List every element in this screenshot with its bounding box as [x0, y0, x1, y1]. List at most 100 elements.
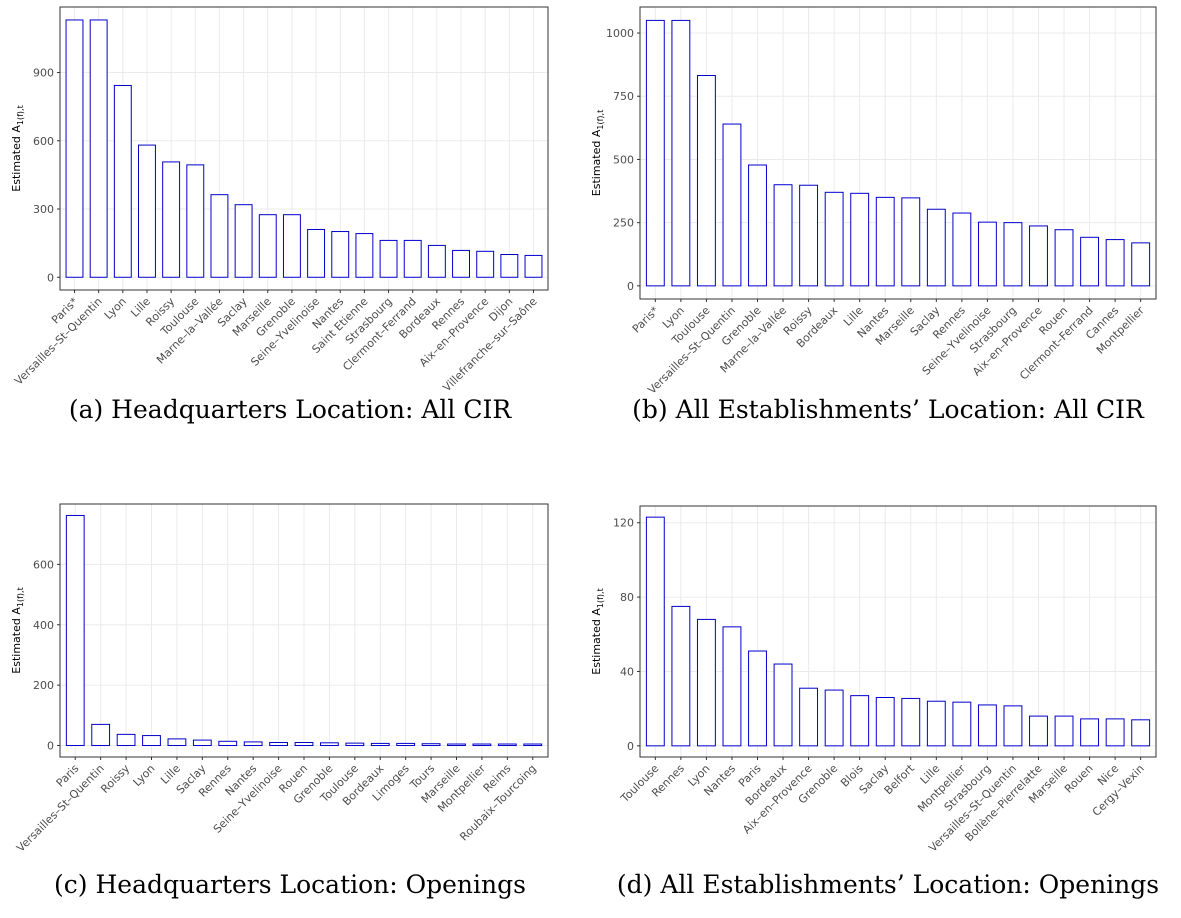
bar: [269, 742, 288, 747]
bar: [850, 192, 870, 287]
y-tick-label: 120: [613, 517, 634, 530]
bar: [1029, 225, 1048, 287]
plot-panel: [640, 506, 1156, 757]
plot-panel: [60, 7, 548, 290]
caption: (b) All Establishments’ Location: All CI…: [632, 395, 1145, 424]
bar: [355, 233, 374, 278]
bar: [243, 741, 263, 747]
y-axis-label-main: Estimated A: [10, 607, 23, 674]
bar: [192, 739, 212, 747]
bar: [824, 191, 844, 287]
y-axis-label-main: Estimated A: [590, 129, 603, 196]
bar: [234, 204, 253, 278]
bar: [447, 743, 466, 747]
bar: [113, 84, 132, 278]
bar: [1080, 236, 1100, 287]
y-tick-label: 0: [627, 740, 634, 753]
y-tick-label: 0: [47, 271, 54, 284]
bar: [282, 214, 301, 278]
bar: [89, 19, 108, 278]
bar: [258, 214, 277, 278]
y-tick-label: 300: [33, 203, 54, 216]
bar: [307, 228, 326, 278]
plot-border: [59, 503, 549, 758]
bar: [523, 743, 543, 747]
x-tick-label: Roissy: [98, 762, 132, 796]
bar: [645, 516, 665, 747]
bar: [524, 254, 543, 278]
bar: [926, 208, 946, 287]
bar: [162, 161, 181, 278]
bar: [370, 742, 390, 747]
bar: [696, 618, 716, 747]
y-axis-label: Estimated A1(f),t: [10, 105, 25, 191]
bar: [748, 164, 767, 287]
bar: [210, 194, 229, 278]
y-tick-label: 500: [613, 153, 634, 166]
bar: [671, 19, 691, 287]
y-axis-label: Estimated A1(f),t: [10, 587, 25, 673]
y-tick-label: 0: [627, 280, 634, 293]
bar: [294, 742, 314, 747]
caption: (c) Headquarters Location: Openings: [54, 870, 526, 899]
bar: [476, 250, 495, 278]
x-tick-label: Lyon: [102, 295, 129, 322]
bar: [926, 700, 946, 747]
y-tick-label: 400: [33, 619, 54, 632]
y-tick-label: 250: [613, 217, 634, 230]
bar: [1003, 705, 1023, 747]
plot-border: [639, 505, 1157, 758]
bar: [421, 743, 441, 747]
bar: [403, 239, 422, 278]
y-axis-label-sub: 1(f),t: [596, 110, 605, 130]
bar: [773, 184, 793, 287]
y-axis-label-sub: 1(f),t: [596, 588, 605, 608]
bar: [1054, 229, 1074, 287]
bar: [875, 697, 895, 747]
bar: [142, 735, 161, 747]
bar: [850, 695, 870, 747]
y-axis-label-main: Estimated A: [10, 125, 23, 192]
bar: [500, 254, 519, 278]
y-axis-label-sub: 1(f),t: [16, 587, 25, 607]
bar: [901, 697, 921, 747]
bar: [875, 196, 895, 287]
y-tick-label: 1000: [606, 27, 634, 40]
plot-border: [59, 6, 549, 291]
bar: [1003, 222, 1023, 287]
bar: [116, 733, 136, 747]
bar: [345, 742, 365, 747]
bar: [65, 514, 85, 747]
bar: [331, 231, 350, 278]
y-axis-label-main: Estimated A: [590, 608, 603, 675]
bar: [977, 704, 997, 747]
y-tick-label: 900: [33, 67, 54, 80]
bar: [1080, 718, 1100, 747]
y-tick-label: 600: [33, 135, 54, 148]
bar: [671, 605, 691, 747]
bar: [952, 701, 972, 747]
bar: [773, 663, 793, 747]
bar: [320, 742, 339, 747]
bar: [452, 249, 470, 278]
bar: [722, 123, 742, 287]
y-tick-label: 750: [613, 90, 634, 103]
bar: [218, 740, 238, 747]
y-tick-label: 600: [33, 558, 54, 571]
bar: [722, 626, 742, 747]
bar: [1105, 239, 1125, 287]
bar: [396, 742, 416, 747]
x-tick-label: Rouen: [1062, 762, 1096, 796]
bar: [952, 212, 972, 287]
bar: [1131, 242, 1151, 287]
bar: [497, 743, 517, 747]
caption: (d) All Establishments’ Location: Openin…: [617, 870, 1159, 899]
bar: [427, 244, 446, 278]
y-tick-label: 0: [47, 740, 54, 753]
bar: [1105, 718, 1125, 747]
plot-panel: [640, 7, 1156, 299]
bar: [824, 689, 844, 747]
bar: [379, 239, 398, 278]
bar: [1029, 715, 1048, 747]
x-tick-label: Lyon: [131, 762, 158, 789]
